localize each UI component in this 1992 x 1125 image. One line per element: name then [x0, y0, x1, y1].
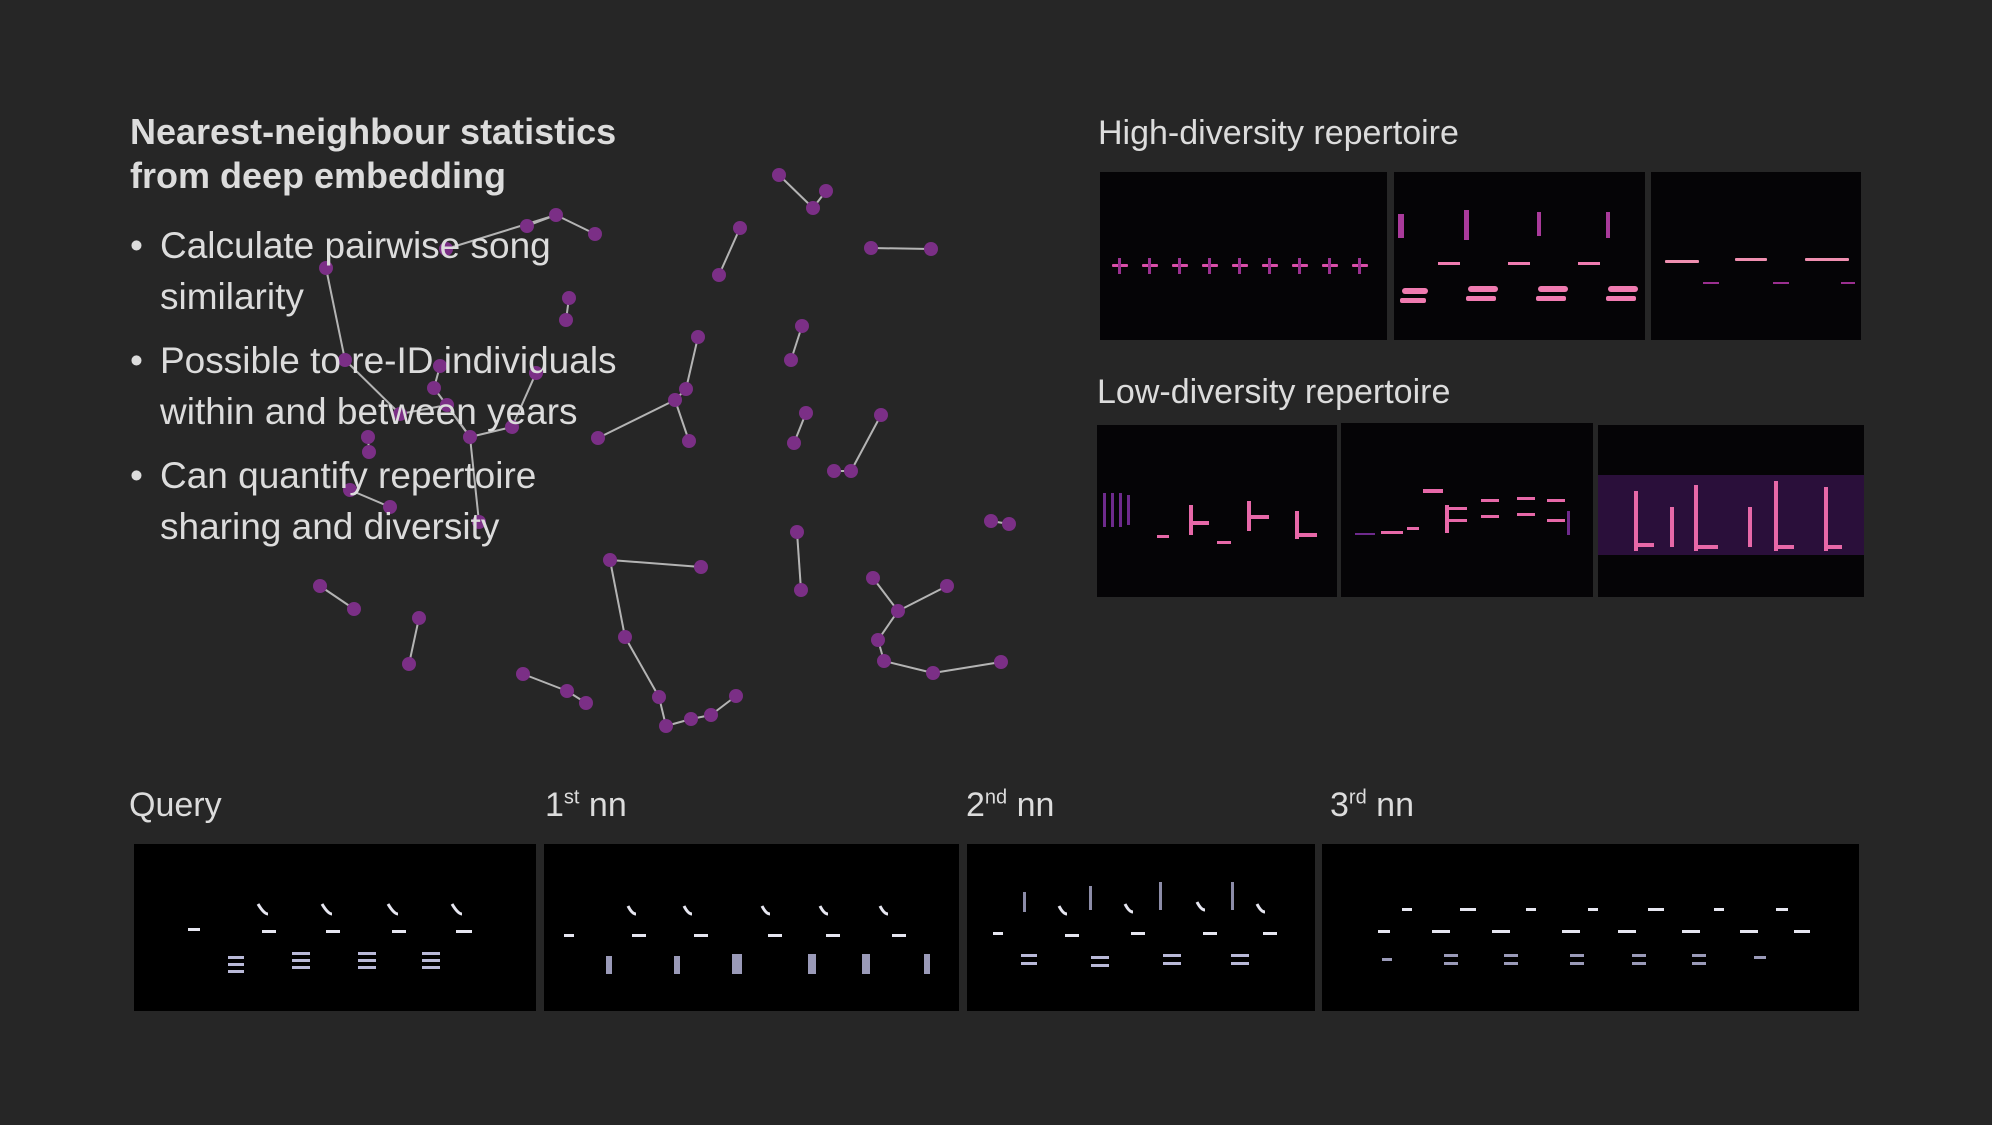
nn-3-suffix: nn — [1366, 786, 1414, 824]
bullet-item: Possible to re-ID individuals within and… — [130, 335, 720, 437]
spectrogram-image — [1355, 489, 1570, 535]
spectrogram-low-1 — [1097, 425, 1337, 597]
spectrogram-high-1 — [1100, 172, 1387, 340]
bullet-item: Can quantify repertoire sharing and dive… — [130, 450, 720, 552]
nn-2-number: 2 — [966, 786, 985, 824]
bullet-text: Calculate pairwise song — [160, 225, 551, 266]
nn-3-superscript: rd — [1348, 786, 1367, 809]
low-diversity-label: Low-diversity repertoire — [1097, 373, 1451, 411]
query-spectrogram — [134, 844, 536, 1011]
bullet-text: sharing and diversity — [160, 506, 500, 547]
bullet-list: Calculate pairwise song similarity Possi… — [130, 220, 720, 565]
title-line-2: from deep embedding — [130, 155, 507, 196]
spectrogram-image — [1112, 258, 1368, 274]
spectrogram-image — [1598, 475, 1864, 555]
title-line-1: Nearest-neighbour statistics — [130, 111, 617, 152]
spectrogram-image — [564, 905, 930, 974]
graph-nodes — [313, 168, 1016, 733]
slide-title: Nearest-neighbour statistics from deep e… — [130, 110, 616, 198]
nn-1-spectrogram — [544, 844, 959, 1011]
nn-2-superscript: nd — [984, 786, 1008, 809]
spectrogram-low-3 — [1598, 425, 1864, 597]
spectrogram-image — [1665, 258, 1855, 284]
nn-1-label: 1st nn — [545, 786, 627, 825]
nn-1-superscript: st — [563, 786, 580, 809]
bullet-item: Calculate pairwise song similarity — [130, 220, 720, 322]
spectrogram-high-2 — [1394, 172, 1645, 340]
spectrogram-image — [188, 903, 472, 973]
nn-2-suffix: nn — [1007, 786, 1055, 824]
nn-3-label: 3rd nn — [1330, 786, 1414, 825]
spectrogram-image — [1103, 493, 1317, 544]
bullet-text: Can quantify repertoire — [160, 455, 537, 496]
bullet-text: similarity — [160, 276, 304, 317]
nn-2-label: 2nd nn — [966, 786, 1054, 825]
spectrogram-high-3 — [1651, 172, 1861, 340]
query-label: Query — [129, 786, 222, 824]
high-diversity-label: High-diversity repertoire — [1098, 114, 1459, 152]
bullet-text: within and between years — [160, 391, 578, 432]
nn-2-spectrogram — [967, 844, 1315, 1011]
spectrogram-image — [1398, 210, 1638, 303]
nn-1-suffix: nn — [579, 786, 627, 824]
nn-3-number: 3 — [1330, 786, 1349, 824]
spectrogram-low-2 — [1341, 423, 1593, 597]
bullet-text: Possible to re-ID individuals — [160, 340, 617, 381]
spectrogram-image — [993, 882, 1277, 967]
nn-3-spectrogram — [1322, 844, 1859, 1011]
nn-1-number: 1 — [545, 786, 564, 824]
spectrogram-image — [1378, 908, 1810, 965]
